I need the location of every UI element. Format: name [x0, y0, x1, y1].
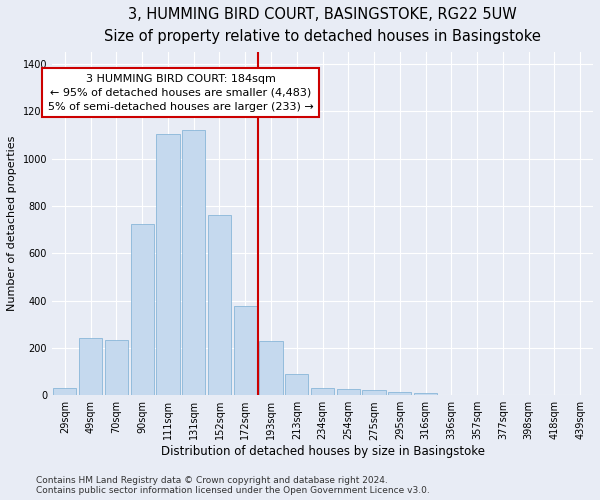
Title: 3, HUMMING BIRD COURT, BASINGSTOKE, RG22 5UW
Size of property relative to detach: 3, HUMMING BIRD COURT, BASINGSTOKE, RG22…	[104, 7, 541, 44]
Bar	[53, 388, 76, 395]
Bar	[285, 374, 308, 395]
Text: 3 HUMMING BIRD COURT: 184sqm
← 95% of detached houses are smaller (4,483)
5% of : 3 HUMMING BIRD COURT: 184sqm ← 95% of de…	[48, 74, 314, 112]
X-axis label: Distribution of detached houses by size in Basingstoke: Distribution of detached houses by size …	[161, 445, 485, 458]
Y-axis label: Number of detached properties: Number of detached properties	[7, 136, 17, 312]
Bar	[311, 388, 334, 395]
Bar	[208, 216, 231, 395]
Bar	[259, 341, 283, 395]
Bar	[157, 134, 179, 395]
Bar	[105, 340, 128, 395]
Bar	[182, 130, 205, 395]
Text: Contains HM Land Registry data © Crown copyright and database right 2024.
Contai: Contains HM Land Registry data © Crown c…	[36, 476, 430, 495]
Bar	[414, 393, 437, 395]
Bar	[233, 306, 257, 395]
Bar	[337, 389, 360, 395]
Bar	[131, 224, 154, 395]
Bar	[362, 390, 386, 395]
Bar	[388, 392, 412, 395]
Bar	[79, 338, 102, 395]
